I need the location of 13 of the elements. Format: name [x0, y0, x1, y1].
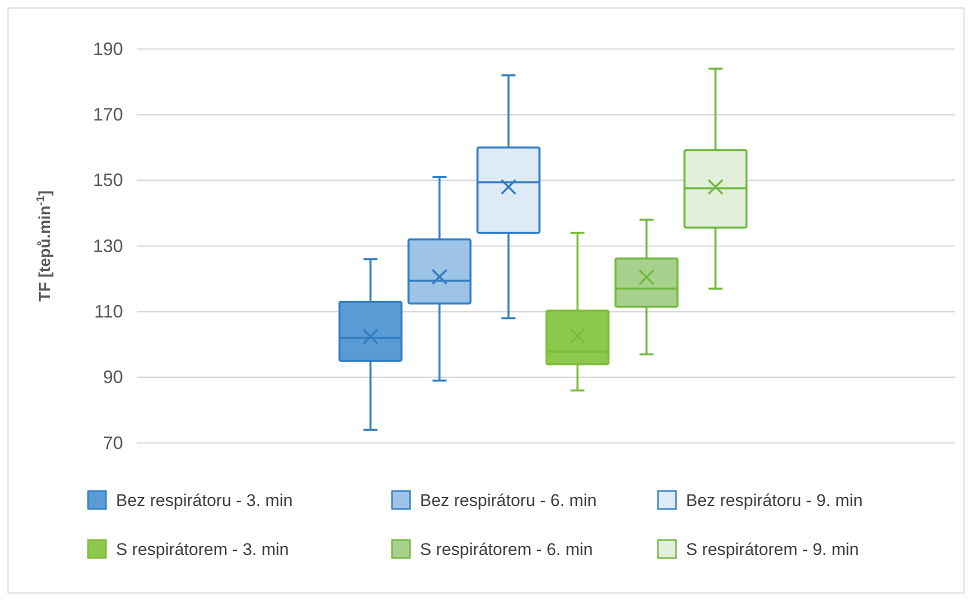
legend-label: Bez respirátoru - 6. min: [420, 491, 597, 510]
legend-label: S respirátorem - 6. min: [420, 540, 593, 559]
y-tick-label: 190: [92, 38, 123, 59]
legend-label: Bez respirátoru - 3. min: [116, 491, 293, 510]
y-tick-label: 150: [92, 170, 123, 190]
legend-label: Bez respirátoru - 9. min: [686, 491, 863, 510]
y-tick-label: 90: [102, 367, 123, 388]
y-tick-label: 110: [94, 301, 123, 322]
y-tick-label: 130: [92, 236, 123, 256]
y-tick-label: 170: [92, 104, 123, 124]
legend-label: S respirátorem - 9. min: [686, 540, 859, 559]
legend-label: S respirátorem - 3. min: [116, 540, 289, 559]
y-tick-label: 70: [102, 432, 123, 453]
